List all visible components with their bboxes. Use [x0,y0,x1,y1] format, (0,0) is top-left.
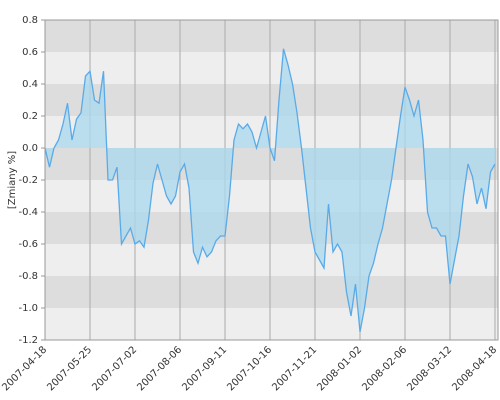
y-tick-label: 0.2 [22,111,38,122]
y-tick-label: -1.0 [18,303,38,314]
area [45,48,495,333]
x-tick-label: 2007-08-06 [135,344,184,393]
x-tick-label: 2007-05-25 [45,344,94,393]
y-tick-label: -0.6 [18,239,38,250]
y-tick-label: -0.2 [18,175,38,186]
grid-band [45,308,498,340]
y-tick-label: -0.4 [18,207,38,218]
x-tick-label: 2008-01-02 [315,344,364,393]
grid-band [45,20,498,52]
y-tick-label: 0.6 [22,47,38,58]
x-tick-label: 2007-09-11 [180,344,229,393]
grid-band [45,84,498,116]
x-tick-label: 2007-07-02 [90,344,139,393]
y-axis-label: [Zmiany %] [7,151,18,209]
x-tick-label: 2007-11-21 [270,344,319,393]
grid-band [45,52,498,84]
grid-band [45,116,498,148]
y-tick-label: -0.8 [18,271,38,282]
x-tick-label: 2007-10-16 [225,344,274,393]
y-tick-label: 0.8 [22,15,38,26]
x-tick-label: 2007-04-18 [0,344,49,393]
line [44,48,496,333]
x-tick-label: 2008-04-18 [450,344,499,393]
grid-band [45,276,498,308]
y-tick-label: -1.2 [18,335,38,346]
x-tick-label: 2008-02-06 [360,344,409,393]
grid-band [45,244,498,276]
x-tick-label: 2008-03-12 [405,344,454,393]
y-tick-label: 0.4 [22,79,38,90]
y-tick-label: 0.0 [22,143,38,154]
plot-frame [44,19,499,341]
